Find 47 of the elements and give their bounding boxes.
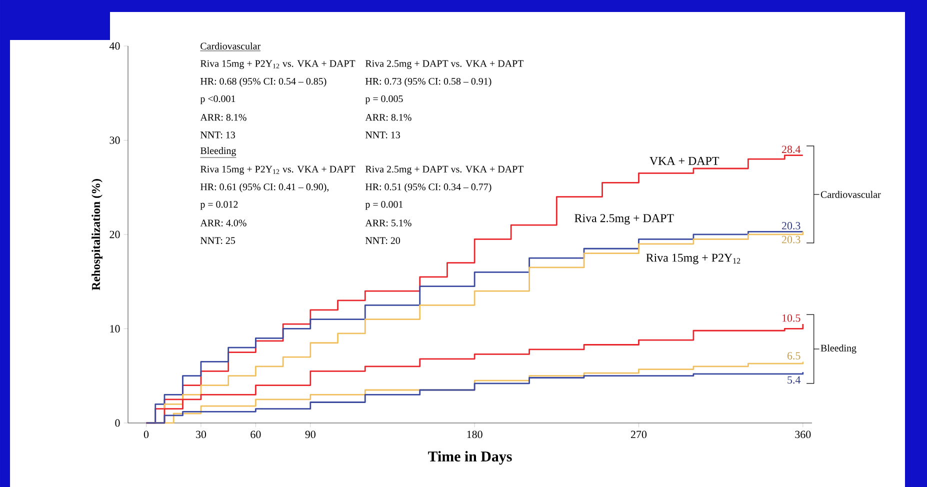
annotation: NNT: 13 [200,132,236,138]
y-tick-label: 20 [110,230,120,238]
annotation: Riva 2.5mg + DAPT vs. VKA + DAPT [365,166,524,175]
annotation: NNT: 25 [200,237,236,244]
y-tick-label: 0 [115,419,120,427]
annotation: NNT: 13 [365,132,400,138]
annotation: ARR: 8.1% [200,114,246,121]
text: Cardiovascular [820,190,881,198]
data-label: 10.5 [782,314,800,322]
annotation: Riva 2.5mg + DAPT vs. VKA + DAPT [365,60,524,69]
annotation: p <0.001 [200,95,236,104]
x-tick-label: 270 [630,430,647,438]
annotation: p = 0.001 [365,201,403,210]
data-label: 5.4 [788,376,801,384]
annotation: p = 0.012 [200,201,238,210]
x-axis-title: Time in Days [428,451,512,465]
annotation: HR: 0.68 (95% CI: 0.54 – 0.85) [200,78,326,87]
x-tick-label: 0 [144,430,149,438]
annotation: Cardiovascular [200,42,260,50]
x-tick-label: 90 [305,430,316,438]
x-tick-label: 180 [467,430,482,438]
x-tick-label: 360 [795,430,811,438]
text: Bleeding [820,344,856,354]
y-axis-title: Rehospitalization (%) [92,179,102,290]
x-tick-label: 60 [250,430,261,438]
y-tick-label: 30 [110,136,120,144]
series-label: VKA + DAPT [650,156,720,166]
y-tick-label: 10 [110,325,120,332]
annotation: ARR: 5.1% [365,220,412,226]
series-label: Riva 15mg + P2Y$_{12}$ [646,254,740,264]
y-tick-label: 40 [110,42,120,50]
annotation: ARR: 4.0% [200,220,246,226]
series-label: Riva 2.5mg + DAPT [574,214,674,225]
data-label: 20.3 [782,236,800,244]
data-label: 6.5 [787,352,800,360]
data-label: 20.3 [782,222,800,230]
annotation: Riva 15mg + P2Y$_{12}$ vs. VKA + DAPT [200,60,356,69]
annotation: HR: 0.61 (95% CI: 0.41 – 0.90), [200,183,329,192]
annotation: NNT: 20 [365,237,400,244]
annotation: HR: 0.51 (95% CI: 0.34 – 0.77) [365,183,492,192]
annotation: p = 0.005 [365,95,403,104]
x-tick-label: 30 [196,430,206,438]
annotation: Riva 15mg + P2Y$_{12}$ vs. VKA + DAPT [200,166,356,175]
annotation: ARR: 8.1% [365,114,412,121]
data-label: 28.4 [782,146,801,154]
annotation: Bleeding [200,147,236,156]
annotation: HR: 0.73 (95% CI: 0.58 – 0.91) [365,78,492,87]
